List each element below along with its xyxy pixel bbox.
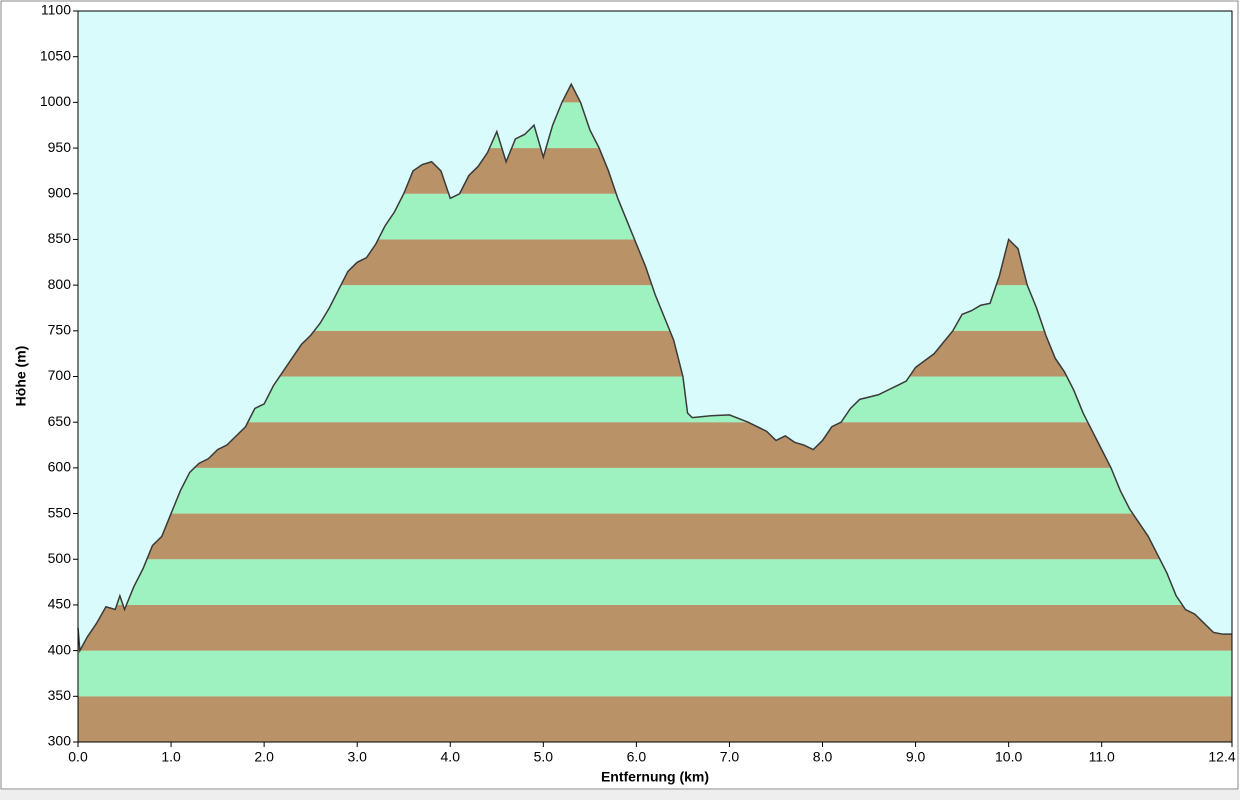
- y-axis-label: Höhe (m): [13, 346, 29, 407]
- y-tick-label: 800: [48, 276, 72, 292]
- x-tick-label: 7.0: [720, 749, 740, 765]
- elevation-band: [78, 650, 1232, 697]
- footer-strip: [0, 790, 1240, 800]
- elevation-line: [77, 82, 1232, 654]
- x-tick-label: 9.0: [906, 749, 926, 765]
- elevation-band: [78, 467, 1232, 514]
- y-tick-label: 550: [48, 504, 72, 520]
- y-tick-label: 700: [48, 367, 72, 383]
- y-tick-label: 1050: [40, 47, 71, 63]
- elevation-band: [78, 559, 1232, 605]
- x-tick-label: 3.0: [347, 749, 367, 765]
- elevation-band: [78, 604, 1232, 651]
- x-tick-label: 6.0: [627, 749, 647, 765]
- y-tick-label: 300: [48, 733, 72, 749]
- x-tick-label: 8.0: [813, 749, 833, 765]
- x-axis-label: Entfernung (km): [601, 769, 709, 785]
- x-tick-label: 0.0: [68, 749, 88, 765]
- elevation-band: [78, 696, 1232, 742]
- y-tick-label: 450: [48, 596, 72, 612]
- x-tick-label: 4.0: [441, 749, 461, 765]
- x-tick-label: 5.0: [534, 749, 554, 765]
- y-tick-label: 950: [48, 139, 72, 155]
- x-tick-label: 10.0: [995, 749, 1022, 765]
- y-tick-label: 600: [48, 459, 72, 475]
- y-tick-label: 750: [48, 322, 72, 338]
- elevation-band: [78, 422, 1232, 468]
- y-tick-label: 1000: [40, 93, 71, 109]
- elevation-band: [78, 513, 1232, 560]
- x-tick-label: 2.0: [254, 749, 274, 765]
- y-tick-label: 850: [48, 230, 72, 246]
- y-tick-label: 1100: [41, 2, 71, 18]
- y-tick-label: 900: [48, 184, 72, 200]
- y-tick-label: 350: [48, 687, 72, 703]
- x-tick-label: 1.0: [161, 749, 181, 765]
- x-tick-label: 11.0: [1089, 749, 1115, 765]
- y-tick-label: 400: [48, 641, 72, 657]
- y-tick-label: 500: [48, 550, 72, 566]
- y-tick-label: 650: [48, 413, 72, 429]
- x-tick-label: 12.4: [1208, 749, 1235, 765]
